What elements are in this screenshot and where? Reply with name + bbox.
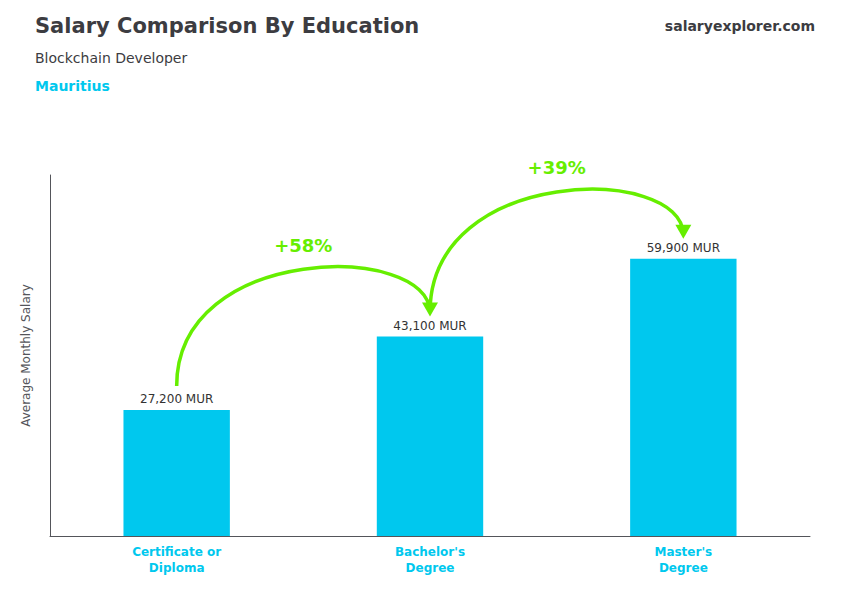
svg-text:27,200 MUR: 27,200 MUR: [140, 392, 213, 406]
svg-text:43,100 MUR: 43,100 MUR: [393, 319, 466, 333]
svg-text:Master's: Master's: [654, 545, 712, 559]
svg-text:Blockchain Developer: Blockchain Developer: [35, 50, 187, 66]
svg-text:Degree: Degree: [406, 561, 455, 575]
svg-text:Salary Comparison By Education: Salary Comparison By Education: [35, 14, 419, 38]
svg-text:59,900 MUR: 59,900 MUR: [647, 241, 720, 255]
svg-text:Degree: Degree: [659, 561, 708, 575]
svg-text:Certificate or: Certificate or: [132, 545, 221, 559]
svg-text:+58%: +58%: [274, 235, 332, 256]
svg-text:Average Monthly Salary: Average Monthly Salary: [19, 284, 33, 427]
svg-text:Mauritius: Mauritius: [35, 78, 110, 94]
svg-text:salaryexplorer.com: salaryexplorer.com: [665, 18, 815, 34]
svg-text:+39%: +39%: [528, 157, 586, 178]
svg-text:Diploma: Diploma: [149, 561, 205, 575]
svg-text:Bachelor's: Bachelor's: [395, 545, 465, 559]
